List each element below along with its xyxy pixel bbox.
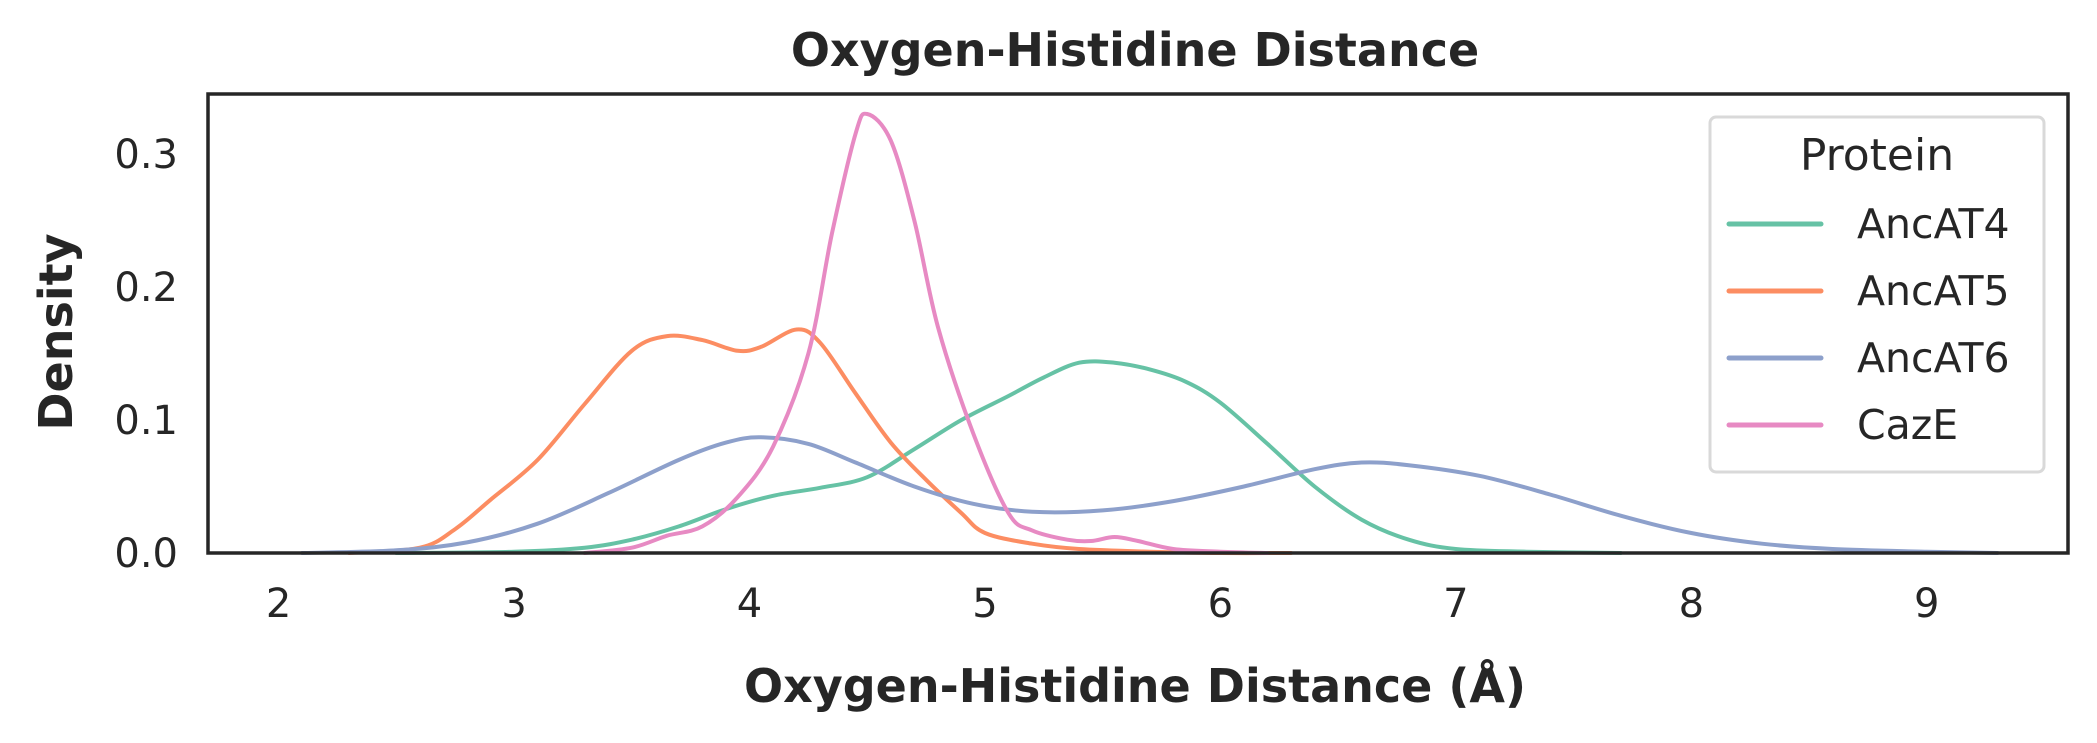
x-axis-label: Oxygen-Histidine Distance (Å) — [744, 659, 1526, 713]
y-tick-label: 0.1 — [114, 398, 178, 444]
plot-frame — [206, 92, 2070, 555]
x-tick-label: 2 — [266, 581, 291, 627]
legend-label-ancat6: AncAT6 — [1857, 334, 2010, 382]
x-tick-label: 4 — [737, 581, 762, 627]
x-tick-label: 3 — [501, 581, 526, 627]
legend: Protein AncAT4 AncAT5 AncAT6 CazE — [1708, 115, 2046, 474]
legend-title: Protein — [1800, 130, 1954, 181]
legend-label-caze: CazE — [1857, 401, 1958, 449]
y-tick-label: 0.2 — [114, 265, 178, 311]
chart-title: Oxygen-Histidine Distance — [791, 23, 1479, 77]
y-tick-label: 0.3 — [114, 132, 178, 178]
x-axis: 2 3 4 5 6 7 8 9 — [266, 581, 1940, 627]
series-line-ancat4 — [394, 359, 1623, 555]
y-tick-label: 0.0 — [114, 531, 178, 577]
y-axis-label: Density — [29, 233, 83, 430]
legend-label-ancat5: AncAT5 — [1857, 267, 2010, 315]
plot-area — [206, 92, 2070, 556]
x-tick-label: 8 — [1679, 581, 1704, 627]
series-line-ancat5 — [347, 327, 1293, 556]
x-tick-label: 9 — [1914, 581, 1939, 627]
series-line-ancat6 — [300, 435, 2000, 555]
x-tick-label: 7 — [1443, 581, 1468, 627]
series-line-caze — [582, 111, 1270, 555]
legend-label-ancat4: AncAT4 — [1857, 200, 2010, 248]
x-tick-label: 5 — [972, 581, 997, 627]
legend-box — [1708, 115, 2046, 474]
y-axis: 0.0 0.1 0.2 0.3 — [114, 132, 178, 577]
x-tick-label: 6 — [1208, 581, 1233, 627]
